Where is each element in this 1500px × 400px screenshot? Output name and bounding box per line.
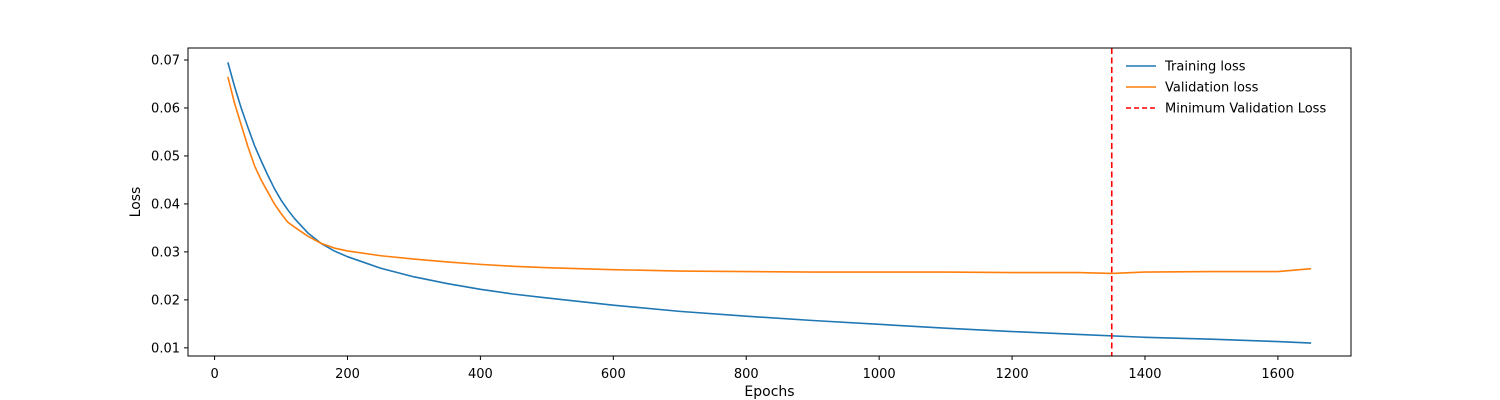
- plot-frame: [187, 47, 1352, 357]
- y-tick-label: 0.06: [151, 101, 180, 116]
- legend-label-min-val: Minimum Validation Loss: [1165, 102, 1326, 117]
- y-axis-label: Loss: [128, 187, 144, 218]
- y-tick-label: 0.01: [151, 341, 180, 356]
- x-tick-label: 1600: [1261, 367, 1294, 382]
- y-tick-label: 0.02: [151, 293, 180, 308]
- legend-label-training: Training loss: [1164, 60, 1246, 75]
- y-tick-label: 0.07: [151, 53, 180, 68]
- x-tick-label: 1400: [1128, 367, 1161, 382]
- x-axis-label: Epochs: [744, 384, 794, 400]
- y-axis: 0.01 0.02 0.03 0.04 0.05 0.06 0.07: [151, 53, 188, 356]
- x-tick-label: 400: [468, 367, 493, 382]
- x-tick-label: 0: [210, 367, 218, 382]
- legend: Training loss Validation loss Minimum Va…: [1126, 60, 1326, 117]
- y-tick-label: 0.05: [151, 149, 180, 164]
- y-tick-label: 0.04: [151, 197, 180, 212]
- x-tick-label: 600: [601, 367, 626, 382]
- y-tick-label: 0.03: [151, 245, 180, 260]
- x-tick-label: 200: [335, 367, 360, 382]
- legend-label-validation: Validation loss: [1165, 81, 1259, 96]
- x-tick-label: 1000: [863, 367, 896, 382]
- x-axis: 0 200 400 600 800 1000 1200 1400 1600: [210, 356, 1294, 382]
- x-tick-label: 1200: [996, 367, 1029, 382]
- plot-layer: [227, 62, 1312, 344]
- x-tick-label: 800: [734, 367, 759, 382]
- series-line-validation: [227, 76, 1312, 275]
- series-line-training: [227, 62, 1312, 344]
